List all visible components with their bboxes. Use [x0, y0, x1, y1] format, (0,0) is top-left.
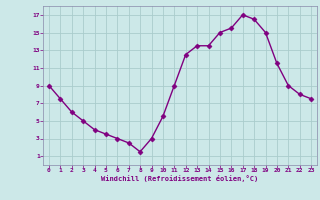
X-axis label: Windchill (Refroidissement éolien,°C): Windchill (Refroidissement éolien,°C) [101, 175, 259, 182]
